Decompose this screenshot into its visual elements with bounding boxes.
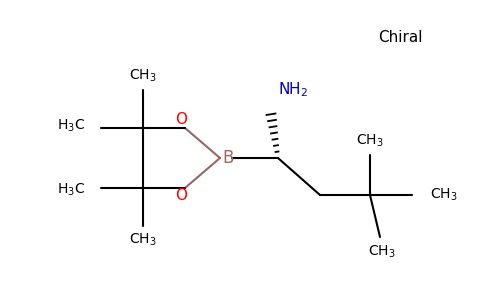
Text: CH$_3$: CH$_3$ (129, 232, 157, 248)
Text: CH$_3$: CH$_3$ (129, 68, 157, 84)
Text: NH$_2$: NH$_2$ (278, 81, 308, 99)
Text: H$_3$C: H$_3$C (57, 118, 85, 134)
Text: CH$_3$: CH$_3$ (430, 187, 458, 203)
Text: CH$_3$: CH$_3$ (368, 244, 396, 260)
Text: B: B (222, 149, 234, 167)
Text: O: O (175, 188, 187, 203)
Text: O: O (175, 112, 187, 128)
Text: CH$_3$: CH$_3$ (356, 133, 384, 149)
Text: H$_3$C: H$_3$C (57, 182, 85, 198)
Text: Chiral: Chiral (378, 31, 422, 46)
